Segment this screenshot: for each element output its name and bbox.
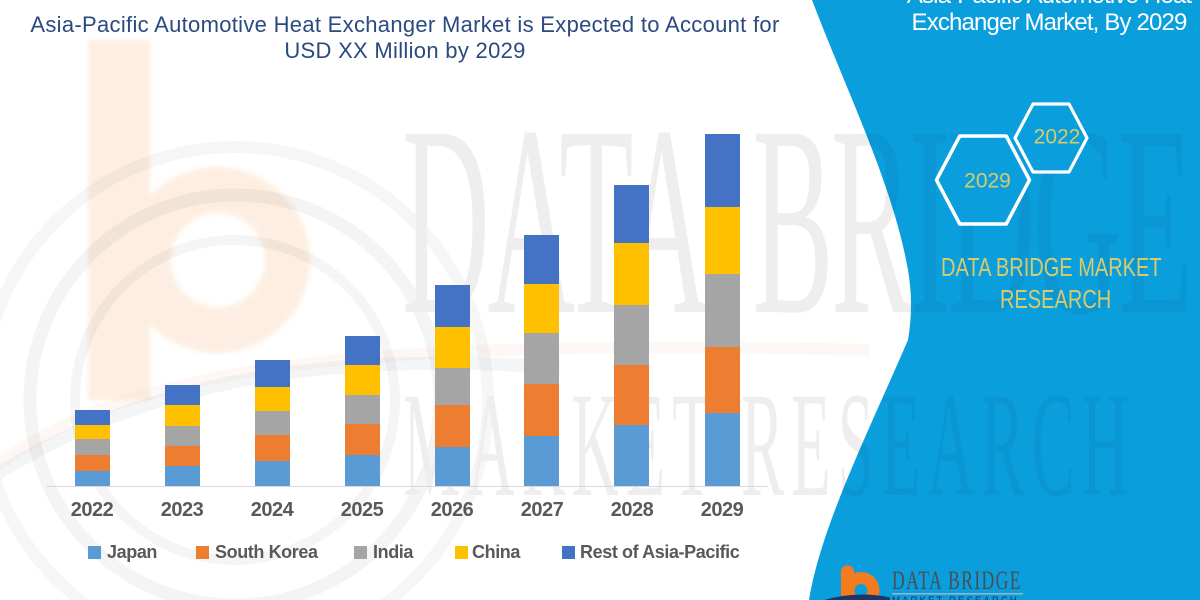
svg-text:2029: 2029 xyxy=(964,170,1011,193)
svg-text:2022: 2022 xyxy=(1034,126,1081,149)
